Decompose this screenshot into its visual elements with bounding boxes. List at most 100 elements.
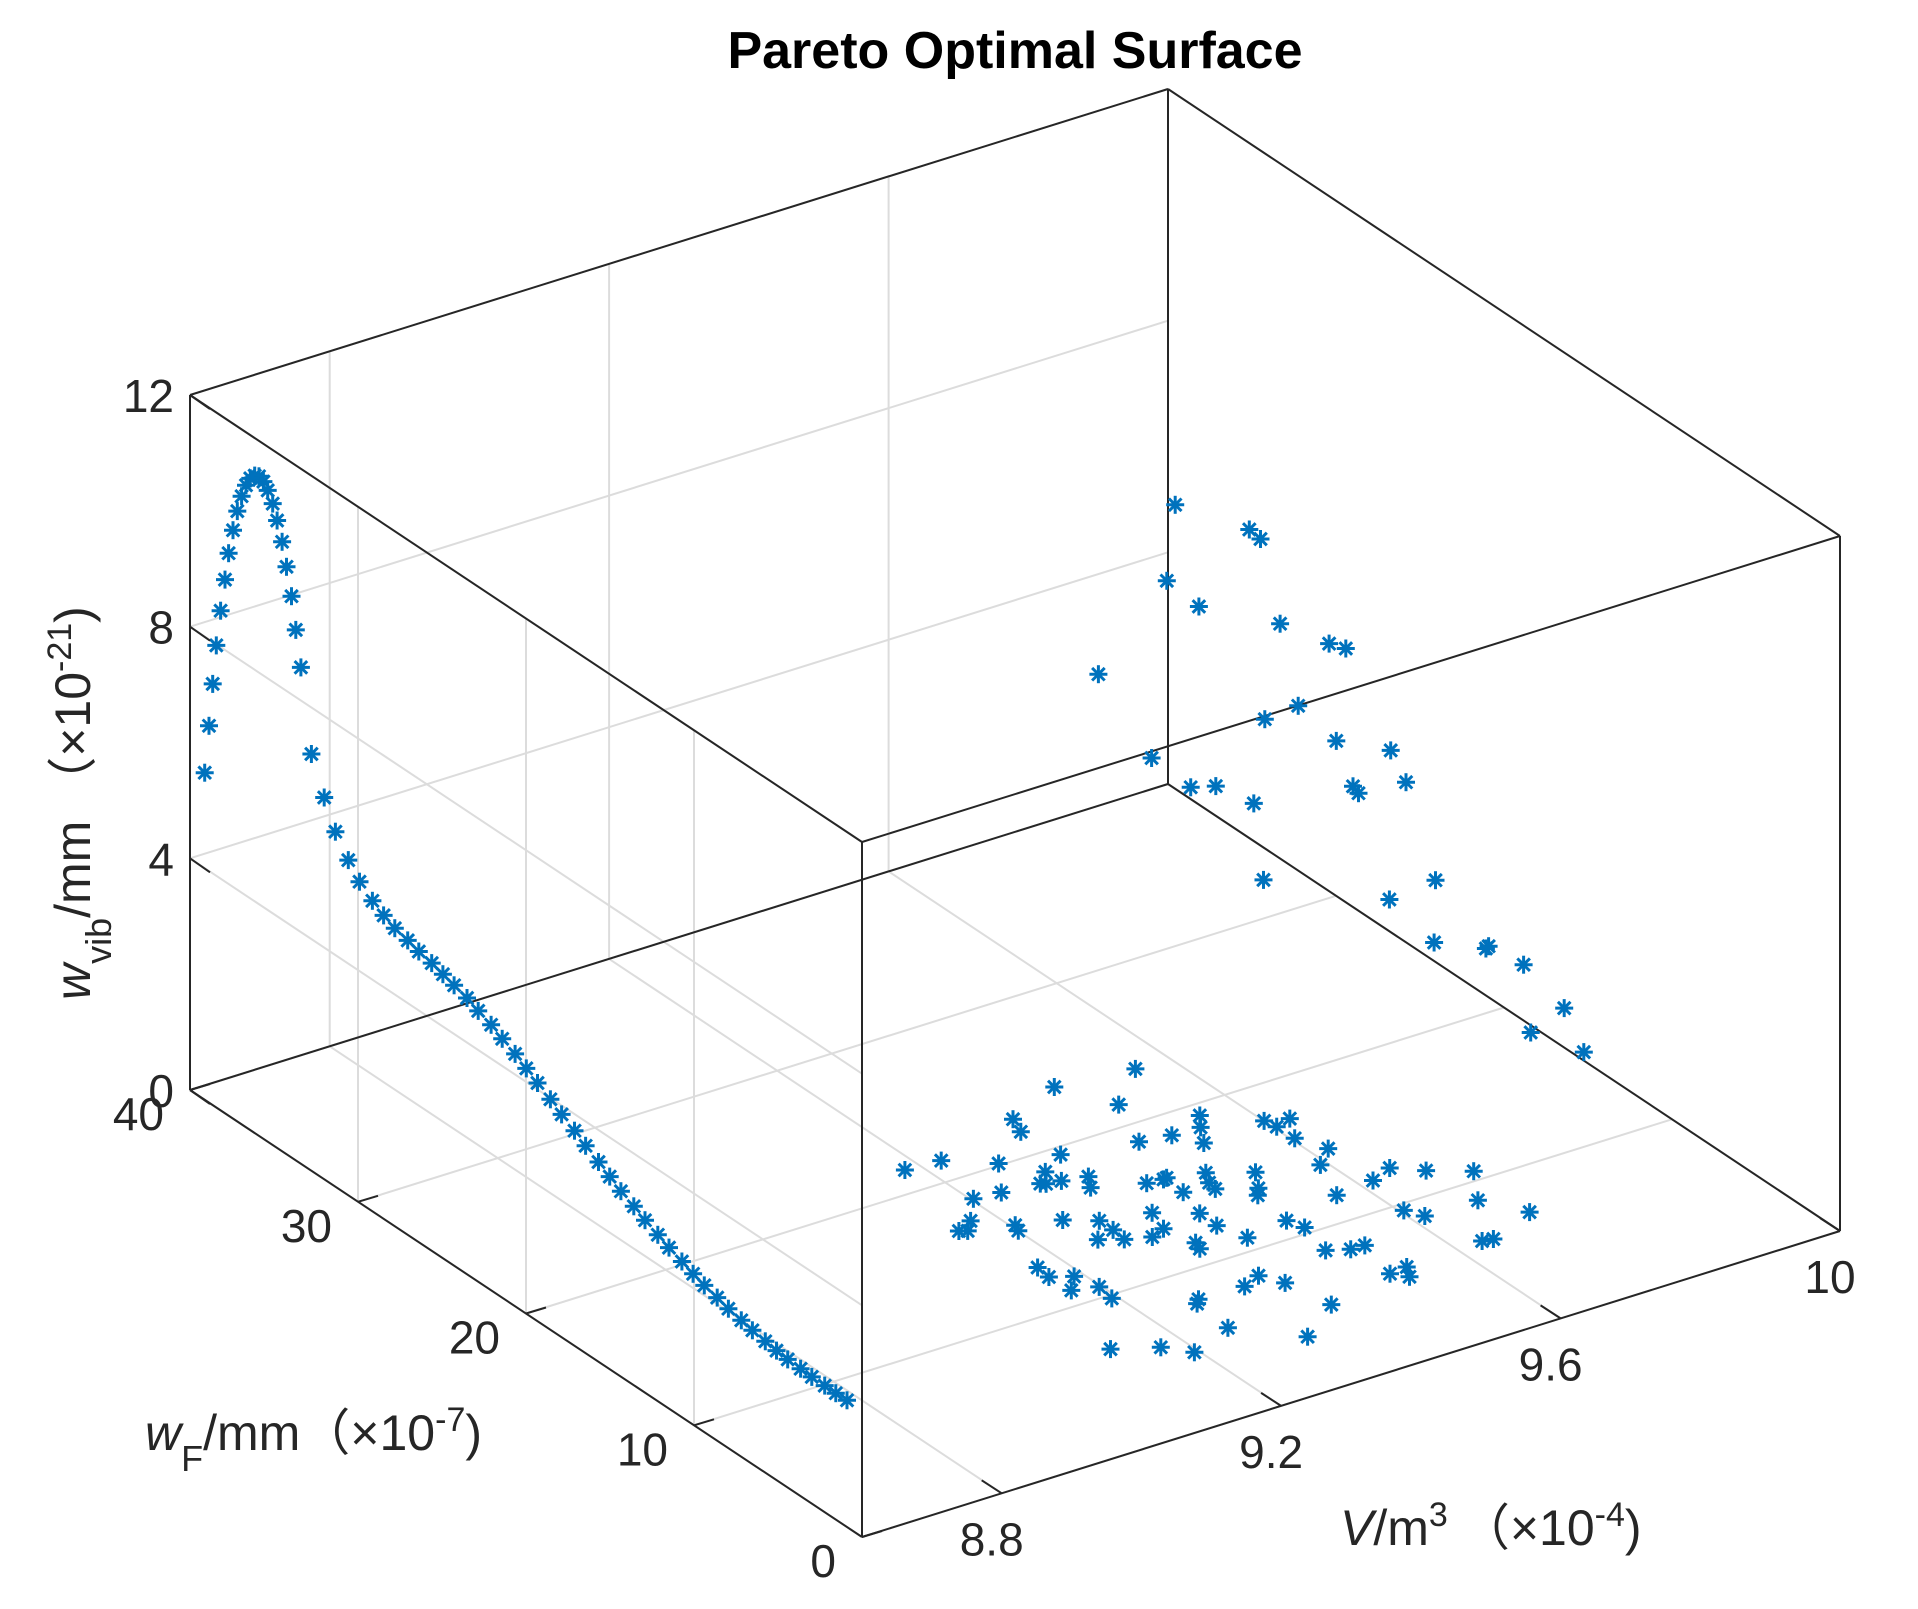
asterisk-stroke	[197, 765, 213, 781]
z-tick-label: 4	[148, 833, 174, 885]
data-point	[1473, 1232, 1492, 1250]
asterisk-stroke	[1382, 1160, 1398, 1176]
data-point	[636, 1211, 654, 1230]
data-point	[1196, 1163, 1215, 1182]
asterisk-stroke	[1248, 1164, 1263, 1180]
data-point	[1045, 1078, 1064, 1096]
data-point	[1380, 890, 1399, 909]
asterisk-stroke	[288, 622, 304, 638]
data-point	[350, 872, 369, 891]
data-point	[1574, 1043, 1593, 1062]
asterisk-stroke	[1382, 1266, 1398, 1282]
asterisk-stroke	[1192, 1108, 1208, 1123]
data-point	[422, 954, 441, 973]
asterisk-stroke	[435, 966, 451, 982]
data-point	[1143, 1203, 1162, 1222]
asterisk-stroke	[1032, 1176, 1048, 1191]
data-point	[565, 1121, 584, 1140]
data-point	[1065, 1267, 1084, 1286]
data-point	[964, 1189, 983, 1208]
data-point	[1006, 1216, 1025, 1235]
data-point	[672, 1252, 691, 1271]
asterisk-stroke	[507, 1046, 523, 1062]
asterisk-stroke	[376, 908, 391, 923]
data-point	[1311, 1155, 1330, 1174]
asterisk-stroke	[757, 1333, 773, 1349]
data-point	[339, 851, 358, 870]
data-point	[1355, 1236, 1374, 1255]
x-tick-mark	[1819, 1217, 1841, 1232]
data-point	[1381, 741, 1400, 760]
asterisk-stroke	[1144, 750, 1159, 766]
y-tick-label: 20	[449, 1312, 500, 1364]
data-point	[1246, 1163, 1265, 1182]
asterisk-stroke	[602, 1169, 618, 1184]
x-tick-label: 9.6	[1519, 1338, 1583, 1390]
data-point	[1190, 1204, 1209, 1223]
data-point	[1185, 1343, 1204, 1362]
data-point	[1235, 1277, 1254, 1296]
asterisk-stroke	[1083, 1180, 1098, 1195]
grid-line-y-floor	[357, 894, 1337, 1203]
data-point	[493, 1029, 512, 1048]
asterisk-stroke	[637, 1212, 653, 1228]
data-point	[932, 1151, 951, 1170]
asterisk-stroke	[1282, 1111, 1298, 1126]
data-point	[1249, 1179, 1268, 1198]
data-point	[1137, 1174, 1156, 1193]
data-point	[684, 1264, 703, 1283]
data-point	[1088, 1230, 1107, 1249]
asterisk-stroke	[1328, 733, 1344, 749]
grid-line-z-back	[189, 319, 1169, 628]
asterisk-stroke	[1576, 1044, 1592, 1060]
box-edge	[861, 535, 1841, 843]
asterisk-stroke	[1066, 1269, 1082, 1284]
data-point	[767, 1341, 786, 1360]
z-tick-mark	[189, 857, 211, 874]
asterisk-stroke	[1279, 1213, 1294, 1228]
data-point	[1207, 1216, 1226, 1235]
data-point	[1194, 1134, 1213, 1152]
data-point	[624, 1197, 643, 1216]
data-point	[469, 1001, 488, 1020]
data-point	[363, 891, 382, 910]
asterisk-stroke	[1240, 1230, 1255, 1246]
data-point	[315, 788, 334, 807]
asterisk-stroke	[1208, 778, 1224, 794]
asterisk-stroke	[279, 559, 294, 575]
data-point	[1181, 778, 1200, 797]
asterisk-stroke	[897, 1162, 913, 1178]
box-edge	[1167, 783, 1841, 1232]
asterisk-stroke	[1198, 1165, 1214, 1181]
asterisk-stroke	[966, 1191, 981, 1207]
asterisk-stroke	[1090, 1232, 1106, 1247]
data-point	[589, 1153, 608, 1171]
asterisk-stroke	[217, 572, 233, 587]
data-point	[1271, 614, 1290, 633]
data-point	[263, 494, 282, 513]
asterisk-stroke	[316, 790, 332, 805]
asterisk-stroke	[1188, 1235, 1203, 1251]
asterisk-stroke	[1251, 1268, 1266, 1284]
asterisk-stroke	[554, 1107, 569, 1122]
data-point	[992, 1183, 1011, 1202]
asterisk-stroke	[1398, 774, 1414, 790]
asterisk-stroke	[1343, 1241, 1359, 1257]
x-axis-label: V/m3 （×10-4)	[1340, 1496, 1642, 1556]
asterisk-stroke	[1320, 1141, 1336, 1156]
data-point	[1157, 571, 1176, 590]
asterisk-stroke	[1103, 1341, 1118, 1357]
asterisk-stroke	[352, 874, 367, 890]
data-point	[1298, 1327, 1317, 1346]
data-point	[1255, 710, 1274, 729]
asterisk-stroke	[293, 660, 309, 675]
asterisk-stroke	[1486, 1231, 1501, 1247]
asterisk-stroke	[229, 503, 245, 519]
y-tick-label: 10	[617, 1423, 668, 1475]
data-point	[1400, 1267, 1419, 1286]
asterisk-stroke	[1522, 1204, 1537, 1220]
asterisk-stroke	[424, 955, 440, 971]
data-point	[1327, 731, 1346, 750]
data-point	[268, 511, 287, 530]
asterisk-stroke	[1382, 892, 1397, 907]
